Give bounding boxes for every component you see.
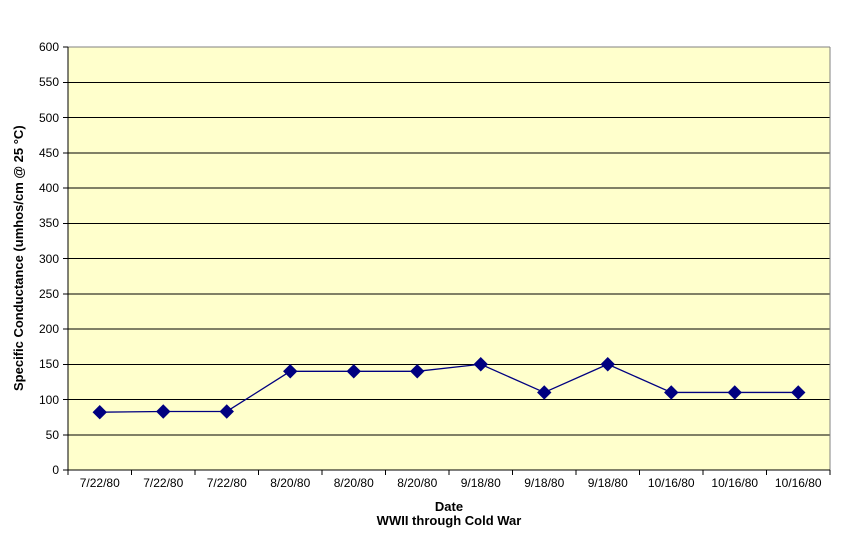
x-tick-label: 7/22/80 — [206, 476, 247, 490]
y-tick-label: 0 — [52, 463, 59, 477]
x-tick-label: 7/22/80 — [79, 476, 120, 490]
x-tick-label: 10/16/80 — [647, 476, 695, 490]
data-point-marker — [92, 404, 107, 420]
data-point-marker — [664, 385, 679, 400]
x-tick-label: 8/20/80 — [333, 476, 374, 490]
y-tick-label: 400 — [38, 181, 59, 195]
data-point-marker — [219, 404, 234, 419]
x-tick-label: 10/16/80 — [711, 476, 759, 490]
x-tick-label: 8/20/80 — [270, 476, 311, 490]
x-tick-label: 10/16/80 — [774, 476, 822, 490]
y-tick-label: 250 — [38, 286, 59, 301]
x-axis-subtitle: WWII through Cold War — [376, 513, 522, 528]
x-tick-label: 7/22/80 — [143, 476, 184, 490]
y-tick-label: 150 — [38, 357, 59, 372]
data-point-marker — [537, 385, 552, 400]
y-tick-label: 600 — [38, 40, 59, 54]
data-point-marker — [283, 364, 298, 379]
y-tick-label: 100 — [38, 392, 59, 407]
data-point-marker — [156, 404, 171, 419]
data-point-marker — [346, 364, 361, 379]
y-tick-label: 450 — [38, 145, 59, 160]
x-tick-label: 8/20/80 — [397, 476, 438, 490]
data-point-marker — [727, 385, 742, 400]
x-tick-label: 9/18/80 — [587, 476, 628, 490]
x-axis-title: Date — [434, 499, 464, 514]
data-point-marker — [473, 357, 488, 372]
y-tick-label: 550 — [38, 75, 59, 90]
y-tick-label: 350 — [38, 216, 59, 231]
data-point-marker — [410, 364, 425, 379]
y-tick-label: 300 — [38, 251, 59, 266]
data-point-marker — [791, 385, 806, 400]
x-tick-label: 9/18/80 — [460, 476, 501, 490]
x-tick-label: 9/18/80 — [524, 476, 565, 490]
series-line — [99, 363, 799, 413]
y-tick-label: 200 — [38, 322, 59, 336]
y-tick-label: 500 — [38, 110, 59, 125]
y-tick-label: 50 — [45, 427, 59, 442]
data-point-marker — [600, 357, 615, 372]
